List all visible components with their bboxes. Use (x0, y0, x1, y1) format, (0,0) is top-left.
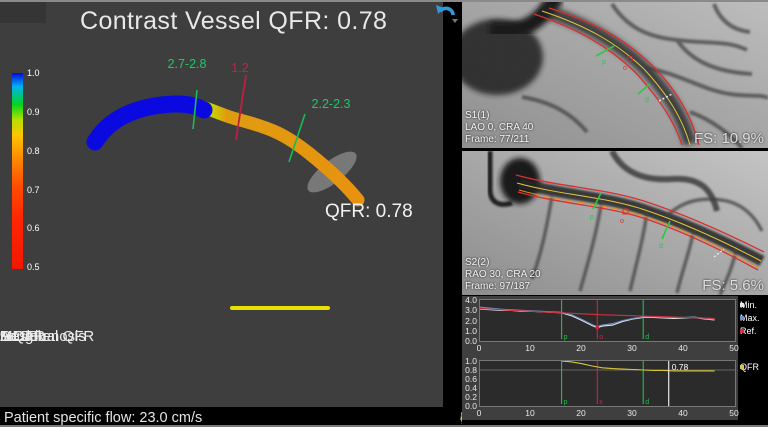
table-cell: 0.21 (232, 308, 261, 310)
stenosis-marker[interactable] (626, 55, 634, 63)
colorbar-tick: 0.8 (27, 146, 40, 156)
row-label: MLD (0, 328, 32, 345)
legend-dot (740, 329, 744, 333)
row-label: Length (0, 328, 46, 345)
svg-text:p: p (564, 399, 568, 406)
table-cell: 54 % (232, 308, 266, 310)
legend-item: Ref. (740, 326, 757, 336)
row-label: Residual QFR (0, 328, 95, 345)
qfr-plot-xaxis: 0 10 20 30 40 50 (476, 408, 739, 418)
svg-text:0.78: 0.78 (672, 362, 689, 372)
bottom-border (0, 425, 768, 427)
vessel-contour (548, 7, 700, 146)
series-id: S1(1) (465, 110, 490, 121)
svg-text:o: o (620, 218, 624, 225)
lesion-table[interactable]: Lesion 1 0.21 16 mm 1.2 mm 54 % 0.98 (230, 306, 330, 310)
angiogram-image-s2: p d o (462, 151, 768, 295)
colorbar-tick: 1.0 (27, 68, 40, 78)
series-id: S2(2) (465, 257, 490, 268)
vessel-reconstruction-panel: Contrast Vessel QFR: 0.78 1.0 0.9 0.8 0.… (0, 2, 443, 407)
svg-text:d: d (645, 399, 649, 406)
undo-rotation-button[interactable] (434, 2, 460, 24)
colorbar-tick: 0.5 (27, 262, 40, 272)
row-label: %D Stenosis (0, 328, 86, 345)
svg-text:o: o (599, 334, 603, 341)
frame-counter: Frame: 97/187 (465, 281, 531, 292)
svg-text:d: d (645, 334, 649, 341)
foreshortening-value: FS: 5.6% (702, 277, 764, 294)
colorbar-tick: 0.7 (27, 185, 40, 195)
distal-ref-marker-line (288, 113, 306, 163)
page-title: Contrast Vessel QFR: 0.78 (80, 7, 388, 35)
svg-text:p: p (564, 334, 568, 341)
lesion-table-header[interactable]: Lesion 1 (232, 308, 289, 310)
legend-item: QFR (740, 362, 759, 372)
colorbar-tick: 0.9 (27, 107, 40, 117)
patient-flow-status: Patient specific flow: 23.0 cm/s (4, 410, 203, 426)
corner-toolbar-area (0, 2, 46, 23)
mld-label: 1.2 (231, 61, 248, 75)
svg-text:d: d (659, 243, 663, 250)
row-label: Δ QFR (0, 328, 46, 345)
foreshortening-value: FS: 10.9% (693, 130, 764, 147)
qfr-colorbar (12, 73, 23, 269)
vessel-proximal-segment (86, 95, 213, 151)
vessel-contour (517, 191, 759, 271)
legend-item: Max. (740, 313, 760, 323)
table-cell: 0.98 (232, 308, 261, 310)
distal-ref-label: 2.2-2.3 (312, 97, 351, 111)
colorbar-tick: 0.6 (27, 223, 40, 233)
stenosis-marker[interactable] (622, 208, 629, 215)
plots-legend: Min. Max. Ref. QFR (739, 296, 768, 420)
legend-dot (740, 303, 744, 307)
angiogram-view-s2[interactable]: p d o S2(2) RAO 30, CRA 20 Frame: 97/187… (462, 151, 768, 295)
diameter-plot-yaxis: 4.0 3.0 2.0 1.0 0.0 (465, 295, 477, 346)
table-cell: 1.2 mm (232, 308, 282, 310)
vessel-centerline (541, 10, 691, 146)
projection-angles: RAO 30, CRA 20 (465, 269, 541, 280)
diameter-plot-xaxis: 0 10 20 30 40 50 (476, 343, 739, 353)
projection-angles: LAO 0, CRA 40 (465, 122, 534, 133)
legend-item: Min. (740, 300, 758, 310)
frame-counter: Frame: 77/211 (465, 134, 530, 145)
qfr-plot-yaxis: 1.0 0.8 0.6 0.4 0.2 0.0 (465, 356, 477, 411)
angiogram-view-s1[interactable]: p d o S1(1) LAO 0, CRA 40 Frame: 77/211 … (462, 2, 768, 148)
legend-dot (740, 316, 744, 320)
vessel-contour (515, 174, 765, 253)
qfr-plot[interactable]: p x d 0.78 (479, 360, 736, 407)
svg-text:p: p (602, 59, 606, 66)
svg-text:o: o (623, 65, 627, 72)
svg-text:x: x (599, 399, 603, 406)
mld-marker-line (235, 74, 247, 141)
vessel-3d-view[interactable]: 2.7-2.8 1.2 2.2-2.3 (60, 52, 440, 237)
distal-marker[interactable] (661, 220, 671, 240)
vessel-contour (533, 13, 683, 146)
table-cell: 16 mm (232, 308, 278, 310)
angiogram-image-s1: p d o (462, 2, 768, 148)
proximal-marker[interactable] (592, 192, 602, 210)
proximal-ref-label: 2.7-2.8 (168, 57, 207, 71)
vessel-qfr-value: QFR: 0.78 (325, 201, 413, 222)
undo-arrowhead (436, 5, 444, 14)
svg-text:p: p (590, 214, 594, 221)
top-border (0, 0, 768, 2)
vessel-centerline (516, 182, 762, 262)
proximal-marker[interactable] (595, 45, 615, 57)
proximal-ref-marker-line (192, 89, 198, 130)
legend-dot (740, 365, 744, 369)
svg-text:d: d (645, 97, 649, 104)
distal-marker[interactable] (637, 83, 651, 95)
chevron-down-icon (452, 19, 458, 23)
